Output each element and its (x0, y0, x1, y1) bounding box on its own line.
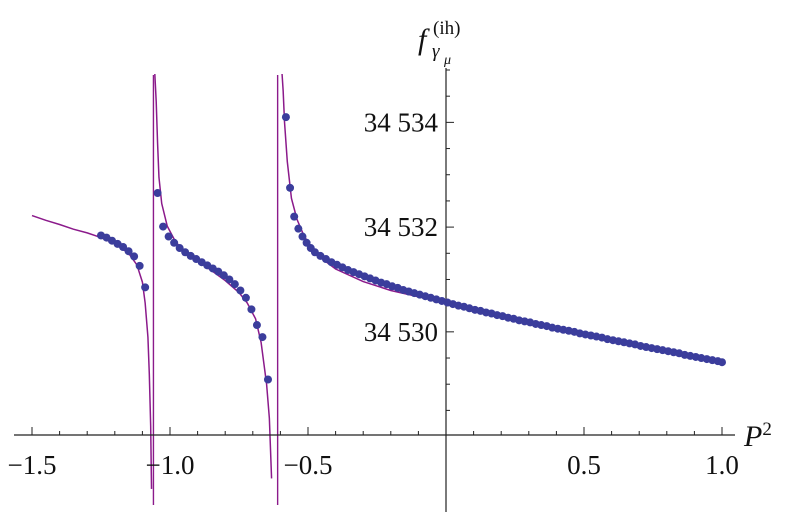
data-point (294, 224, 303, 233)
x-tick-label: −1.0 (146, 450, 195, 480)
data-point (258, 333, 267, 342)
y-axis-label: f γ μ (ih) (418, 18, 460, 68)
x-axis-label: P2 (743, 419, 772, 453)
data-point (230, 280, 239, 289)
data-point (286, 183, 295, 192)
data-points (97, 113, 726, 384)
data-point (170, 238, 179, 247)
y-tick-label: 34 530 (364, 317, 438, 347)
y-axis-label-subsub: μ (443, 53, 451, 68)
y-tick-label: 34 532 (364, 212, 438, 242)
data-point (718, 358, 726, 367)
data-point (130, 252, 139, 261)
x-tick-label: −0.5 (284, 450, 333, 480)
x-axis-label-base: P (743, 420, 762, 453)
series-line-branch (281, 73, 723, 366)
x-tick-label: 0.5 (567, 450, 601, 480)
data-point (263, 375, 272, 384)
plot-lines (31, 73, 723, 505)
data-point (281, 113, 290, 122)
data-point (153, 189, 162, 198)
y-axis-label-base: f (418, 23, 430, 56)
data-point (298, 232, 307, 241)
data-point (135, 261, 144, 270)
data-point (164, 232, 173, 241)
data-point (119, 243, 128, 251)
x-tick-label: 1.0 (705, 450, 739, 480)
data-point (141, 283, 150, 292)
y-axis-label-sub: γ (432, 41, 440, 62)
data-point (241, 293, 250, 302)
y-axis-label-sup: (ih) (433, 18, 460, 39)
data-point (159, 222, 168, 231)
y-ticks: 34 530 34 532 34 534 (364, 69, 454, 411)
x-tick-label: −1.5 (8, 450, 57, 480)
data-point (247, 305, 256, 314)
y-tick-label: 34 534 (364, 107, 439, 137)
data-point (252, 321, 261, 330)
data-point (236, 286, 245, 295)
data-point (225, 275, 234, 284)
x-ticks: −1.5 −1.0 −0.5 0.5 1.0 (8, 427, 739, 480)
data-point (124, 247, 133, 256)
data-point (219, 271, 228, 280)
x-axis-label-sup: 2 (762, 419, 772, 440)
series-line-branch (154, 73, 273, 479)
data-point (175, 244, 184, 253)
data-point (290, 212, 299, 221)
